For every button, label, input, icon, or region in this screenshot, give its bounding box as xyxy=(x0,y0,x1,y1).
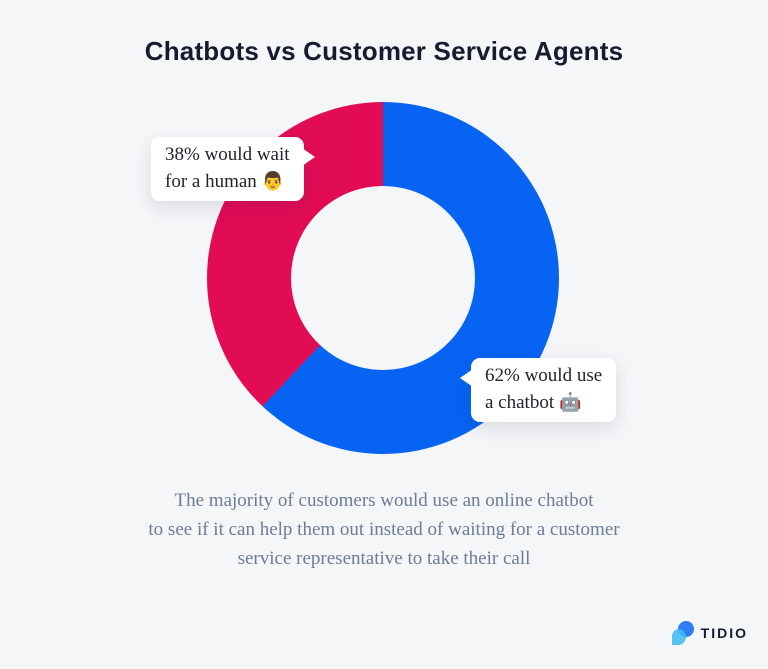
callout-chatbot-line1: 62% would use xyxy=(485,362,602,389)
donut-hole xyxy=(291,186,475,370)
callout-human-line2: for a human 👨 xyxy=(165,168,290,195)
callout-human-pointer xyxy=(301,148,315,166)
callout-human: 38% would wait for a human 👨 xyxy=(151,137,315,201)
tidio-logo-text: TIDIO xyxy=(700,625,748,641)
donut-chart xyxy=(207,102,559,454)
callout-chatbot: 62% would use a chatbot 🤖 xyxy=(460,358,617,422)
man-emoji: 👨 xyxy=(261,171,285,191)
logo-bubble-light-icon xyxy=(671,629,686,645)
callout-human-text2: for a human xyxy=(165,171,257,192)
callout-chatbot-text2: a chatbot xyxy=(485,392,555,413)
callout-chatbot-line2: a chatbot 🤖 xyxy=(485,389,602,416)
tidio-logo: TIDIO xyxy=(671,621,748,645)
chart-title: Chatbots vs Customer Service Agents xyxy=(144,36,624,66)
tidio-logo-icon xyxy=(671,621,694,645)
robot-emoji: 🤖 xyxy=(559,392,582,412)
caption-line-1: The majority of customers would use an o… xyxy=(174,490,594,511)
callout-human-text1: 38% would wait xyxy=(165,144,290,165)
callout-chatbot-pointer xyxy=(460,369,473,387)
caption: The majority of customers would use an o… xyxy=(0,486,768,573)
caption-line-3: service representative to take their cal… xyxy=(237,548,531,569)
caption-line-2: to see if it can help them out instead o… xyxy=(148,519,620,540)
callout-human-line1: 38% would wait xyxy=(165,141,290,168)
callout-chatbot-text1: 62% would use xyxy=(485,365,603,386)
